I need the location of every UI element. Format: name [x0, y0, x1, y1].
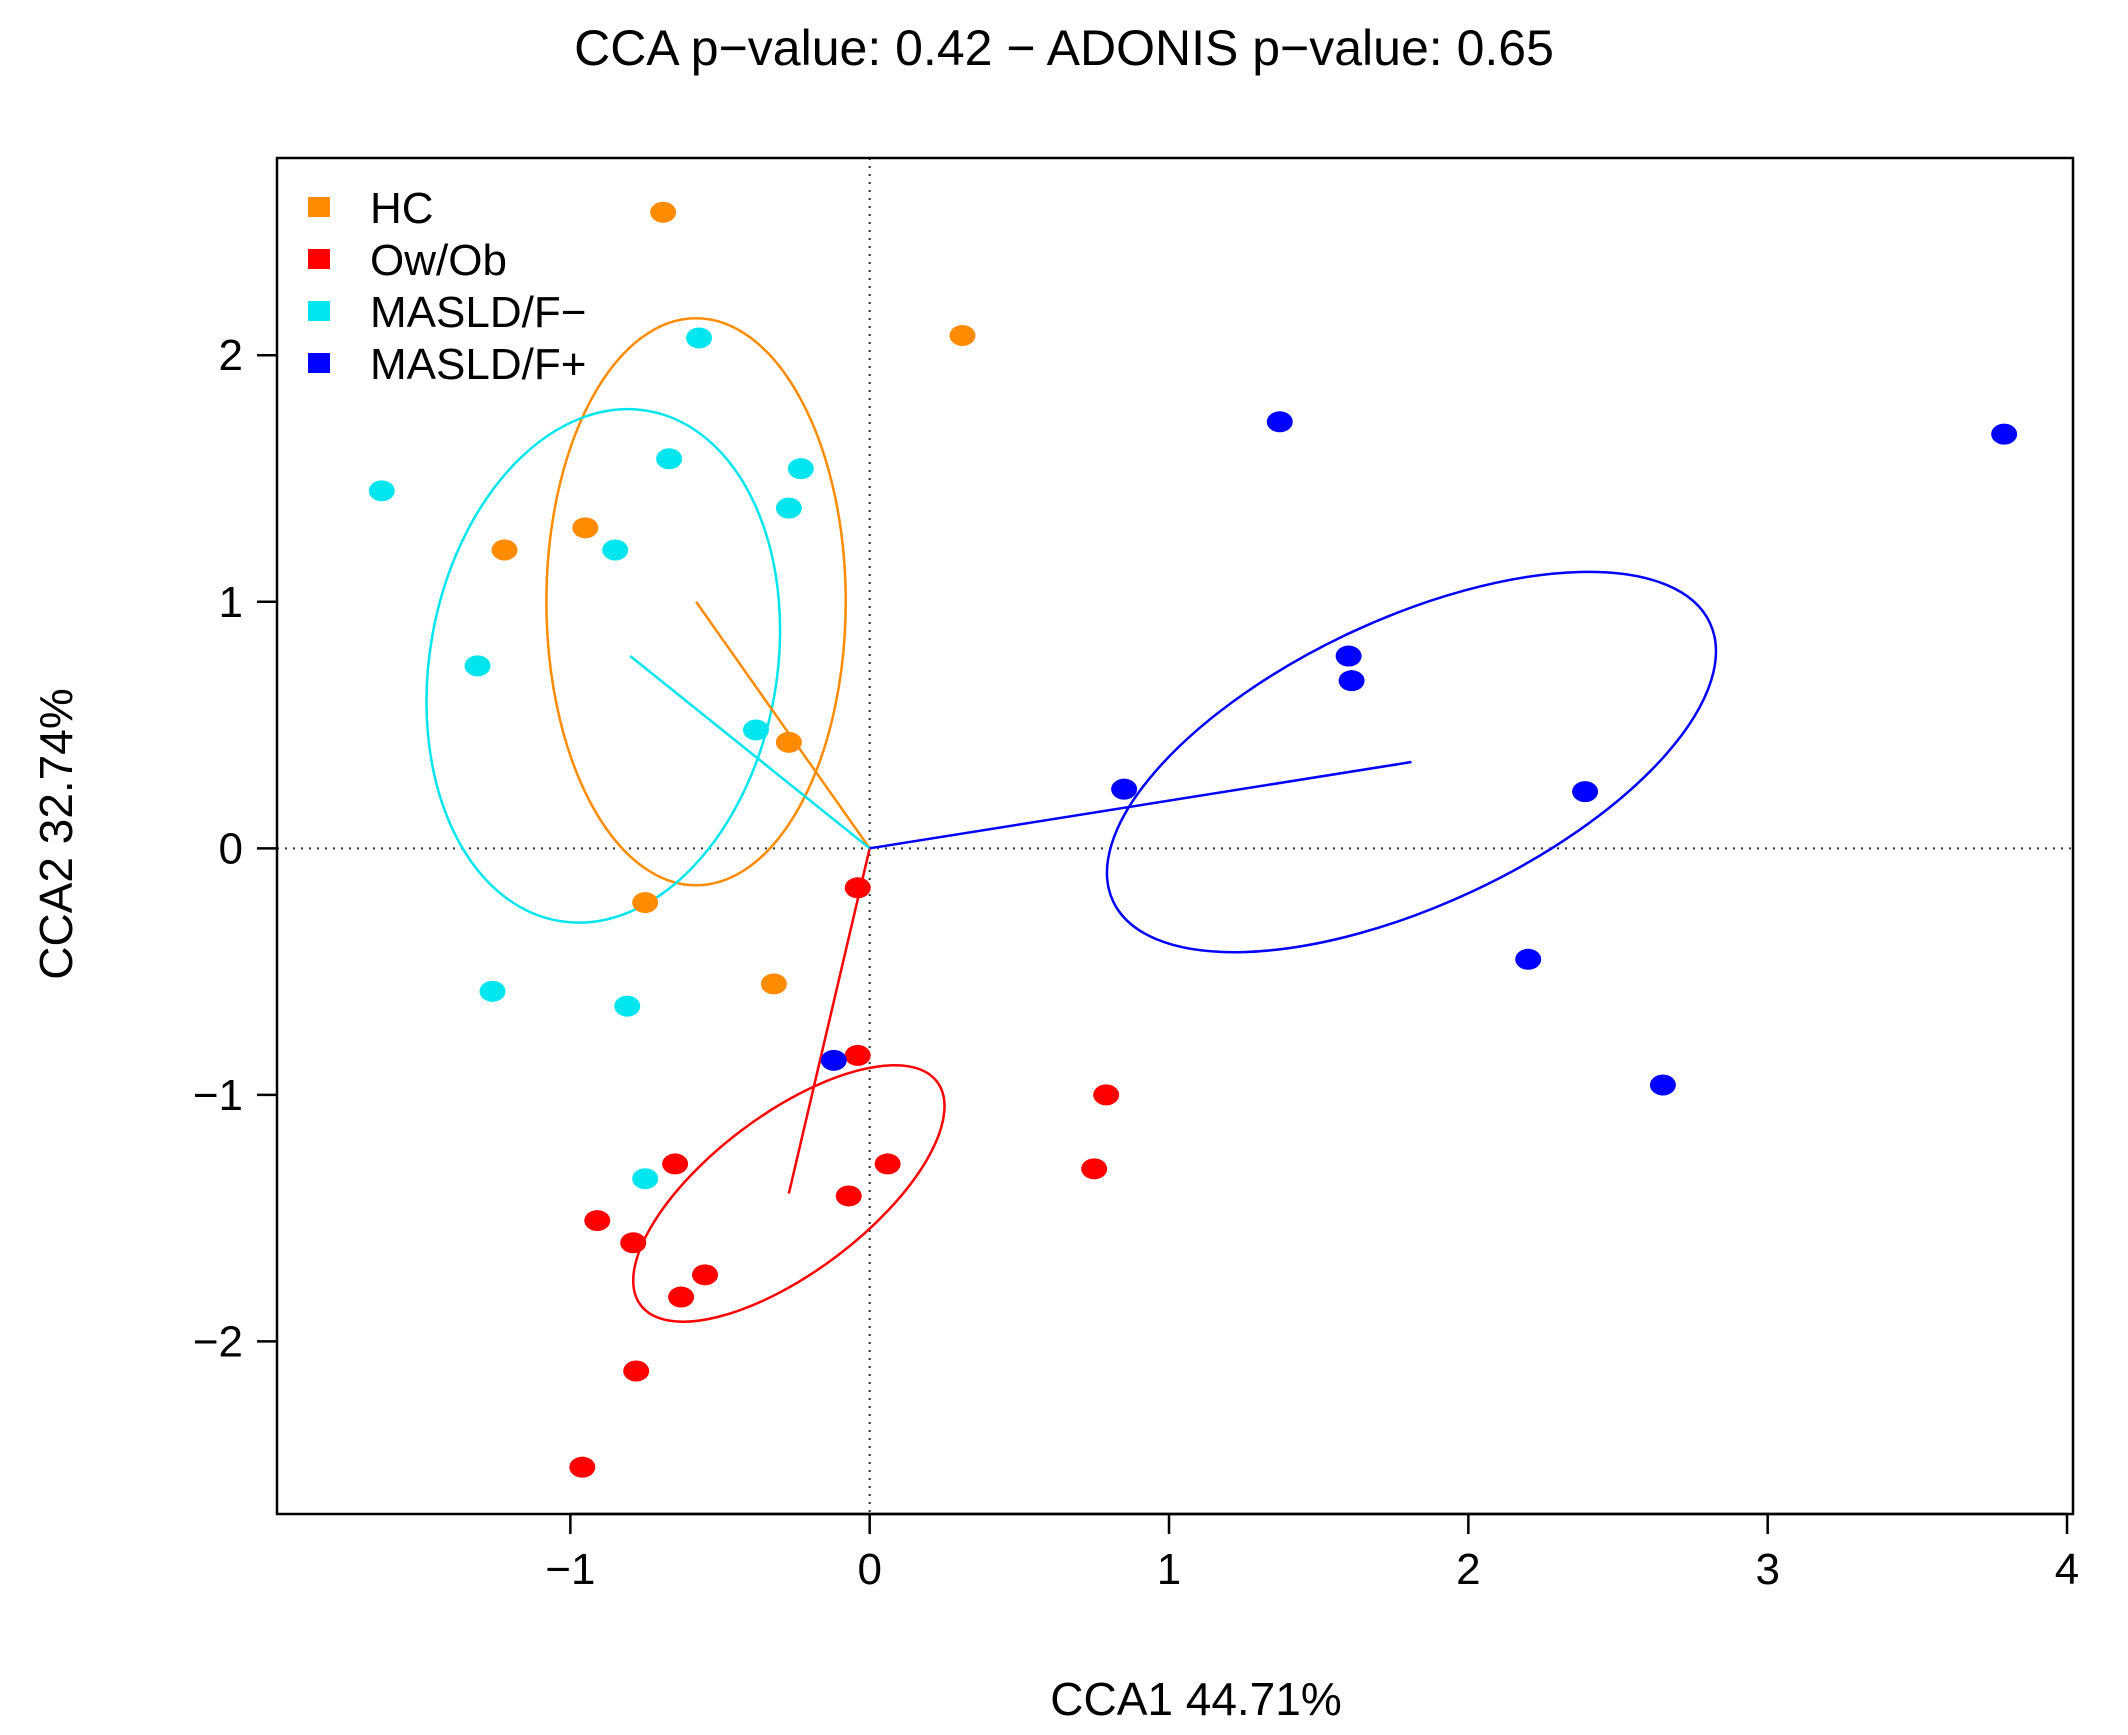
- point-MASLD/F−: [656, 448, 683, 470]
- ellipses: [425, 317, 1718, 1323]
- point-MASLD/F+: [1335, 645, 1362, 667]
- reference-lines: [277, 158, 2073, 1514]
- legend-label-MASLD/F−: MASLD/F−: [370, 288, 586, 337]
- point-Ow/Ob: [584, 1210, 611, 1232]
- point-MASLD/F−: [632, 1168, 659, 1190]
- legend-swatch-MASLD/F+: [308, 353, 330, 373]
- plot-layer: [277, 158, 2073, 1514]
- point-MASLD/F−: [614, 995, 641, 1017]
- x-tick-label: 2: [1456, 1545, 1480, 1594]
- y-tick-label: −2: [193, 1317, 243, 1366]
- y-tick-label: 2: [219, 331, 243, 380]
- point-Ow/Ob: [569, 1456, 596, 1478]
- legend-swatch-MASLD/F−: [308, 301, 330, 321]
- ellipse-HC: [545, 317, 847, 887]
- point-MASLD/F+: [1515, 948, 1542, 970]
- point-HC: [572, 517, 599, 539]
- point-Ow/Ob: [662, 1153, 689, 1175]
- y-tick-label: 1: [219, 578, 243, 627]
- centroid-line-MASLD/F−: [629, 655, 871, 850]
- point-Ow/Ob: [835, 1185, 862, 1207]
- legend-label-HC: HC: [370, 184, 434, 233]
- point-MASLD/F+: [1572, 781, 1599, 803]
- point-HC: [760, 973, 787, 995]
- point-Ow/Ob: [668, 1286, 695, 1308]
- point-Ow/Ob: [1081, 1158, 1108, 1180]
- point-HC: [491, 539, 518, 561]
- point-HC: [650, 201, 677, 223]
- point-Ow/Ob: [620, 1232, 647, 1254]
- y-tick-label: 0: [219, 824, 243, 873]
- legend-swatch-Ow/Ob: [308, 249, 330, 269]
- x-tick-label: 1: [1157, 1545, 1181, 1594]
- point-MASLD/F+: [1338, 670, 1365, 692]
- point-Ow/Ob: [1093, 1084, 1120, 1106]
- y-axis: −2 −1 0 1 2: [193, 331, 277, 1366]
- point-HC: [775, 731, 802, 753]
- point-Ow/Ob: [844, 877, 871, 899]
- point-Ow/Ob: [623, 1360, 650, 1382]
- legend-label-Ow/Ob: Ow/Ob: [370, 236, 507, 285]
- point-MASLD/F+: [820, 1049, 847, 1071]
- point-HC: [949, 325, 976, 347]
- x-axis-title: CCA1 44.71%: [1050, 1673, 1342, 1725]
- centroid-line-Ow/Ob: [787, 848, 871, 1194]
- x-tick-label: 4: [2055, 1545, 2079, 1594]
- point-Ow/Ob: [844, 1044, 871, 1066]
- x-axis: −1 0 1 2 3 4: [545, 1512, 2079, 1594]
- point-MASLD/F+: [1266, 411, 1293, 433]
- point-MASLD/F−: [464, 655, 491, 677]
- point-Ow/Ob: [692, 1264, 719, 1286]
- point-Ow/Ob: [874, 1153, 901, 1175]
- data-points: [368, 201, 2018, 1478]
- point-HC: [632, 892, 659, 914]
- x-tick-label: 0: [857, 1545, 881, 1594]
- point-MASLD/F+: [1649, 1074, 1676, 1096]
- point-MASLD/F+: [1991, 423, 2018, 445]
- ellipse-MASLD/F+: [1105, 570, 1718, 954]
- point-MASLD/F−: [479, 980, 506, 1002]
- point-MASLD/F−: [787, 458, 814, 480]
- centroid-line-HC: [695, 601, 871, 850]
- y-axis-title: CCA2 32.74%: [30, 688, 82, 980]
- ellipse-MASLD/F−: [425, 407, 782, 924]
- x-tick-label: −1: [545, 1545, 595, 1594]
- point-MASLD/F−: [686, 327, 713, 349]
- x-tick-label: 3: [1755, 1545, 1779, 1594]
- point-MASLD/F−: [368, 480, 395, 502]
- legend-swatch-HC: [308, 197, 330, 217]
- y-tick-label: −1: [193, 1071, 243, 1120]
- chart-title: CCA p−value: 0.42 − ADONIS p−value: 0.65: [574, 20, 1554, 76]
- ellipse-Ow/Ob: [631, 1064, 946, 1323]
- point-MASLD/F−: [775, 497, 802, 519]
- point-MASLD/F−: [742, 719, 769, 741]
- centroid-line-MASLD/F+: [869, 760, 1412, 850]
- legend-label-MASLD/F+: MASLD/F+: [370, 340, 586, 389]
- point-MASLD/F−: [602, 539, 629, 561]
- point-MASLD/F+: [1111, 778, 1138, 800]
- centroid-lines: [629, 601, 1412, 1194]
